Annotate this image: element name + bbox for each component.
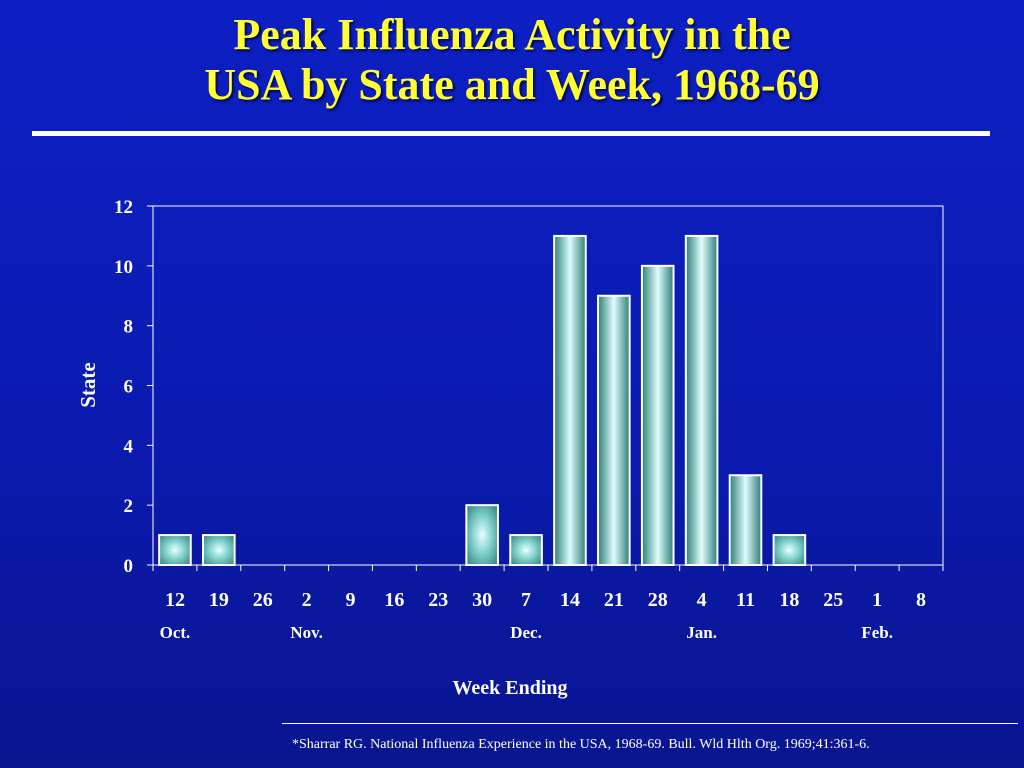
slide-title: Peak Influenza Activity in the USA by St… — [0, 10, 1024, 110]
x-tick-label: 1 — [872, 589, 882, 611]
footnote-citation: *Sharrar RG. National Influenza Experien… — [292, 737, 870, 752]
month-label: Dec. — [510, 623, 542, 642]
bar — [728, 474, 763, 566]
y-tick-label: 2 — [124, 496, 134, 517]
bar — [640, 264, 675, 566]
y-tick-label: 0 — [124, 556, 134, 577]
x-tick-label: 14 — [560, 589, 580, 611]
x-tick-label: 18 — [779, 589, 799, 611]
x-tick-label: 11 — [736, 589, 755, 611]
bar — [553, 234, 587, 567]
x-tick-label: 23 — [428, 589, 448, 611]
x-tick-label: 26 — [253, 589, 273, 611]
y-axis-title: State — [76, 362, 100, 408]
y-tick-label: 12 — [114, 197, 133, 218]
y-tick-label: 4 — [124, 436, 134, 457]
x-tick-label: 25 — [823, 589, 843, 611]
title-line-1: Peak Influenza Activity in the — [233, 10, 791, 59]
bar — [772, 534, 807, 566]
x-tick-label: 30 — [472, 589, 492, 611]
x-tick-label: 7 — [521, 589, 531, 611]
x-tick-label: 12 — [165, 589, 185, 611]
x-tick-label: 19 — [209, 589, 229, 611]
month-label: Oct. — [160, 623, 191, 642]
title-divider — [32, 131, 990, 136]
month-label: Feb. — [861, 623, 893, 642]
x-tick-label: 4 — [697, 589, 707, 611]
bar — [202, 534, 236, 566]
x-axis-title: Week Ending — [452, 677, 567, 699]
y-tick-label: 8 — [124, 317, 134, 338]
x-tick-label: 28 — [648, 589, 668, 611]
month-label: Jan. — [686, 623, 717, 642]
bar — [465, 504, 499, 566]
bar — [158, 534, 192, 566]
x-tick-label: 9 — [346, 589, 356, 611]
x-tick-label: 8 — [916, 589, 926, 611]
x-tick-label: 16 — [384, 589, 404, 611]
y-tick-label: 10 — [114, 257, 133, 278]
title-line-2: USA by State and Week, 1968-69 — [204, 60, 820, 109]
y-tick-label: 6 — [124, 377, 134, 398]
x-tick-label: 21 — [604, 589, 624, 611]
plot-frame — [152, 205, 944, 566]
x-tick-label: 2 — [302, 589, 312, 611]
bar — [684, 234, 719, 567]
footnote-divider — [282, 723, 1018, 724]
bar — [509, 534, 543, 566]
month-label: Nov. — [290, 623, 323, 642]
bar — [597, 294, 631, 566]
